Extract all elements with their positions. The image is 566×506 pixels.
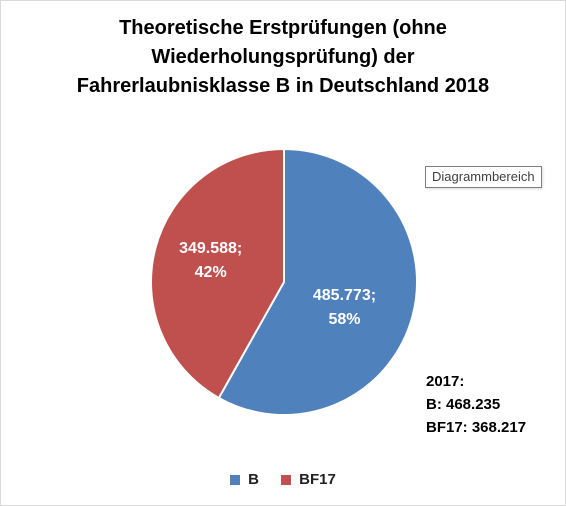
pie-slice-bf17[interactable]: [150, 147, 285, 400]
data-label-b: 485.773; 58%: [313, 287, 376, 328]
annotation-line-1: 2017:: [426, 373, 465, 390]
legend[interactable]: B BF17: [0, 471, 566, 489]
chart-area-tooltip: Diagrammbereich: [425, 166, 542, 188]
legend-swatch-b: [230, 474, 241, 485]
annotation-line-2: B: 468.235: [426, 396, 501, 413]
pie-slice-b[interactable]: [217, 147, 418, 416]
legend-label-bf17: BF17: [299, 471, 336, 488]
chart-title: Theoretische Erstprüfungen (ohne Wiederh…: [0, 14, 566, 101]
annotation-2017: 2017: B: 468.235 BF17: 368.217: [426, 370, 526, 439]
data-label-bf17: 349.588; 42%: [179, 240, 242, 281]
chart-title-line-1: Theoretische Erstprüfungen (ohne: [119, 17, 447, 39]
chart-title-line-3: Fahrerlaubnisklasse B in Deutschland 201…: [76, 75, 490, 97]
annotation-line-3: BF17: 368.217: [426, 419, 527, 436]
legend-swatch-bf17: [281, 474, 292, 485]
legend-item-b[interactable]: B: [230, 471, 259, 488]
legend-item-bf17[interactable]: BF17: [281, 471, 336, 488]
legend-label-b: B: [248, 471, 259, 488]
chart-title-line-2: Wiederholungsprüfung) der: [151, 46, 415, 68]
